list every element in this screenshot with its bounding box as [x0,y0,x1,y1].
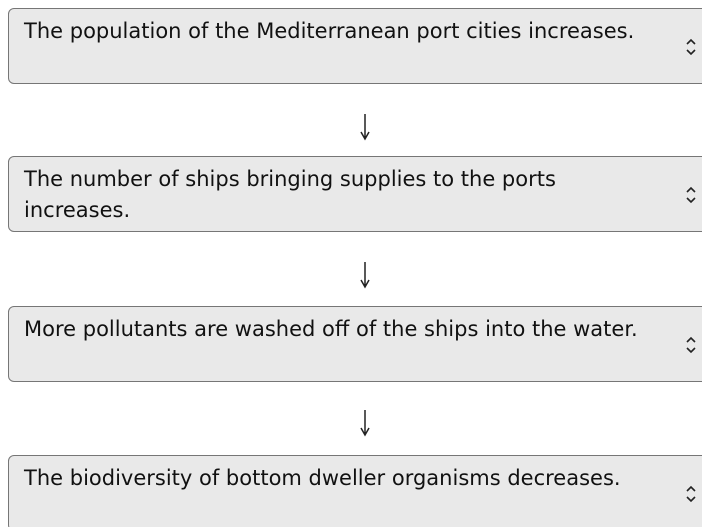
chevron-icon [686,485,696,503]
select-box[interactable]: More pollutants are washed off of the sh… [8,306,702,382]
select-box[interactable]: The population of the Mediterranean port… [8,8,702,84]
down-arrow [360,114,370,141]
down-arrow [360,262,370,289]
option-text: The number of ships bringing supplies to… [24,167,556,222]
chevron-icon [686,336,696,354]
select-box[interactable]: The biodiversity of bottom dweller organ… [8,455,702,527]
chevron-icon [686,38,696,56]
down-arrow [360,410,370,437]
option-text: The biodiversity of bottom dweller organ… [24,466,621,490]
option-text: The population of the Mediterranean port… [24,19,635,43]
select-box[interactable]: The number of ships bringing supplies to… [8,156,702,232]
option-text: More pollutants are washed off of the sh… [24,317,638,341]
chevron-icon [686,186,696,204]
